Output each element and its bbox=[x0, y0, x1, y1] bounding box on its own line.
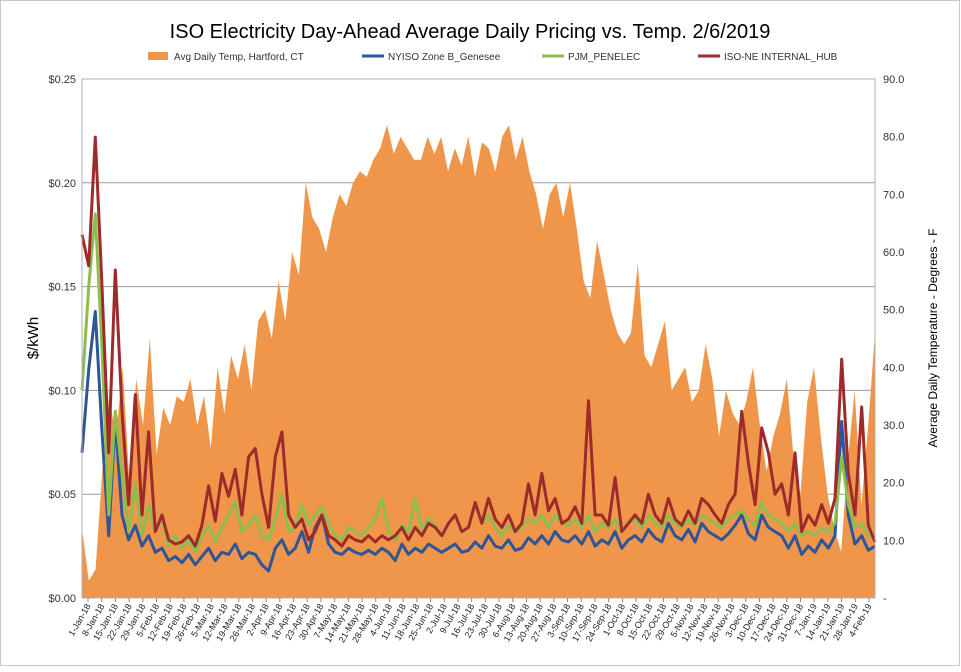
chart-title: ISO Electricity Day-Ahead Average Daily … bbox=[170, 21, 771, 43]
legend-label-avg-daily-temp-hartford-ct: Avg Daily Temp, Hartford, CT bbox=[174, 52, 304, 63]
y2-tick-label: 10.0 bbox=[883, 535, 904, 547]
y-tick-label: $0.10 bbox=[48, 385, 76, 397]
y2-tick-label: 60.0 bbox=[883, 247, 904, 259]
y2-tick-label: 30.0 bbox=[883, 420, 904, 432]
legend: Avg Daily Temp, Hartford, CT NYISO Zone B… bbox=[148, 52, 838, 63]
x-axis-ticks: 1-Jan-188-Jan-1815-Jan-1822-Jan-1829-Jan… bbox=[66, 598, 874, 644]
y-tick-label: $0.00 bbox=[48, 593, 76, 605]
y2-tick-label: 70.0 bbox=[883, 189, 904, 201]
y2-axis-ticks: - 10.0 20.0 30.0 40.0 50.0 60.0 70.0 80.0 90.0 bbox=[883, 74, 904, 605]
price-lines-layer bbox=[80, 135, 877, 573]
y2-tick-label: 80.0 bbox=[883, 132, 904, 144]
legend-label-pjm-penelec: PJM_PENELEC bbox=[568, 52, 640, 63]
y-axis-label: $/kWh bbox=[25, 317, 42, 360]
y2-tick-label: 90.0 bbox=[883, 74, 904, 86]
y2-axis-label: Average Daily Temperature - Degrees - F bbox=[926, 229, 940, 448]
y2-tick-label: - bbox=[883, 593, 887, 605]
legend-label-nyiso-zone-b-genesee: NYISO Zone B_Genesee bbox=[388, 52, 501, 63]
y-tick-label: $0.05 bbox=[48, 489, 76, 501]
y-tick-label: $0.25 bbox=[48, 74, 76, 86]
y-tick-label: $0.20 bbox=[48, 178, 76, 190]
y-axis-ticks: $0.00 $0.05 $0.10 $0.15 $0.20 $0.25 bbox=[48, 74, 76, 605]
series-line-nyiso-zone-b-genesee bbox=[80, 310, 876, 573]
y2-tick-label: 20.0 bbox=[883, 478, 904, 490]
legend-swatch-avg-daily-temp-hartford-ct bbox=[148, 52, 168, 60]
y2-tick-label: 50.0 bbox=[883, 305, 904, 317]
series-line-iso-ne-internal-hub bbox=[80, 135, 877, 548]
y-tick-label: $0.15 bbox=[48, 282, 76, 294]
series-area-avg-daily-temp-hartford-ct bbox=[82, 125, 875, 598]
y2-tick-label: 40.0 bbox=[883, 362, 904, 374]
plot-area-border bbox=[81, 78, 876, 599]
temperature-area-layer bbox=[82, 125, 875, 598]
legend-label-iso-ne-internal-hub: ISO-NE INTERNAL_HUB bbox=[724, 52, 838, 63]
